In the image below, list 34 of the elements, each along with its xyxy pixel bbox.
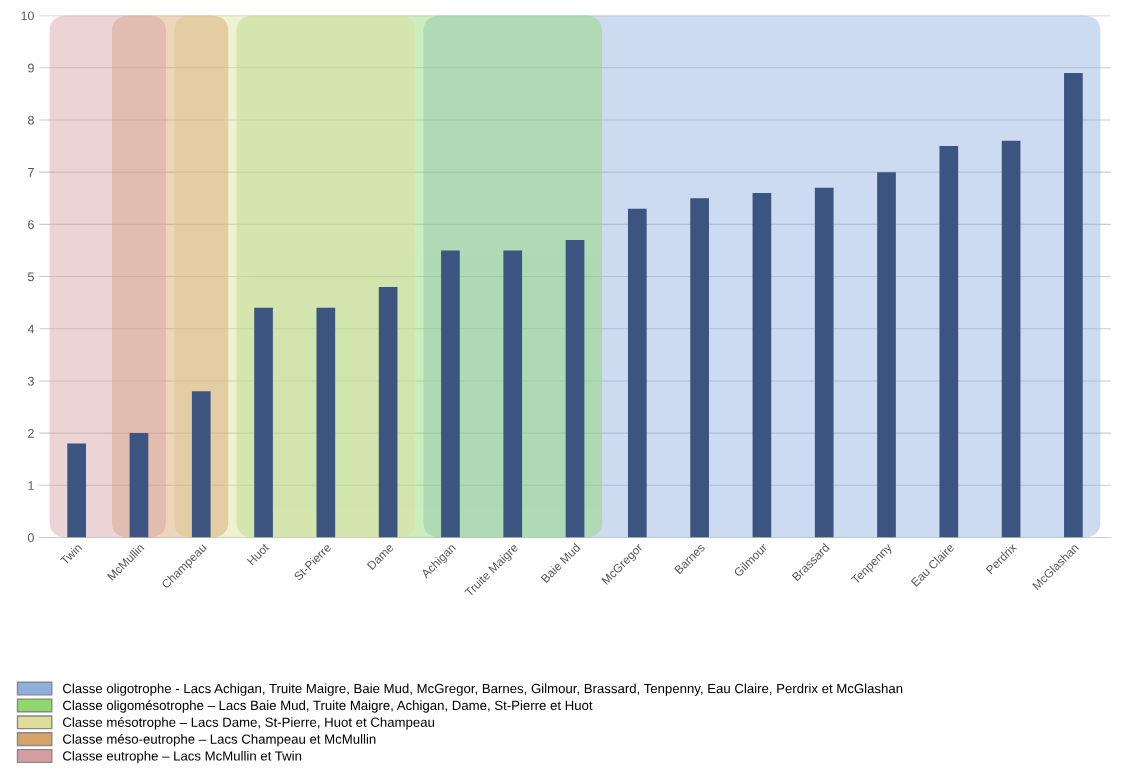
y-tick-label: 0 [27, 533, 34, 543]
bar [1064, 72, 1083, 538]
legend-label: Classe méso-eutrophe – Lacs Champeau et McMullin [63, 733, 376, 747]
bar [814, 187, 834, 538]
y-tick-label: 5 [27, 272, 34, 282]
y-tick-label: 2 [28, 428, 34, 438]
bar [939, 146, 959, 538]
legend-label: Classe oligomésotrophe – Lacs Baie Mud, Truite Maigre, Achigan, Dame, St-Pierre et Huot [63, 700, 593, 713]
y-tick-label: 3 [27, 376, 34, 386]
y-tick-label: 8 [28, 115, 34, 125]
bar [690, 198, 709, 538]
y-tick-label: 7 [28, 168, 34, 177]
bar [254, 307, 273, 538]
bar [565, 240, 585, 538]
bar [752, 193, 772, 538]
bar [627, 208, 647, 538]
bar [441, 250, 460, 538]
legend-label: Classe mésotrophe – Lacs Dame, St-Pierre, Huot et Champeau [63, 717, 435, 730]
x-tick-label: Twin [59, 542, 83, 566]
legend-label: Classe oligotrophe - Lacs Achigan, Truite Maigre, Baie Mud, McGregor, Barnes, Gilmour, Brassard, Tenpenny, Eau Claire, Perdrix et McGlashan [63, 683, 903, 696]
y-tick-label: 10 [21, 11, 34, 21]
bar [378, 286, 398, 538]
bar [1001, 140, 1021, 538]
bar [129, 433, 149, 538]
bar [877, 172, 896, 538]
y-tick-label: 6 [28, 220, 34, 229]
bar [316, 307, 336, 538]
y-tick-label: 4 [27, 324, 35, 334]
bar [67, 443, 86, 538]
bar [503, 250, 523, 538]
bar [191, 391, 211, 538]
y-tick-label: 1 [28, 481, 34, 490]
y-tick-label: 9 [28, 63, 34, 73]
legend-label: Classe eutrophe – Lacs McMullin et Twin [63, 750, 302, 764]
